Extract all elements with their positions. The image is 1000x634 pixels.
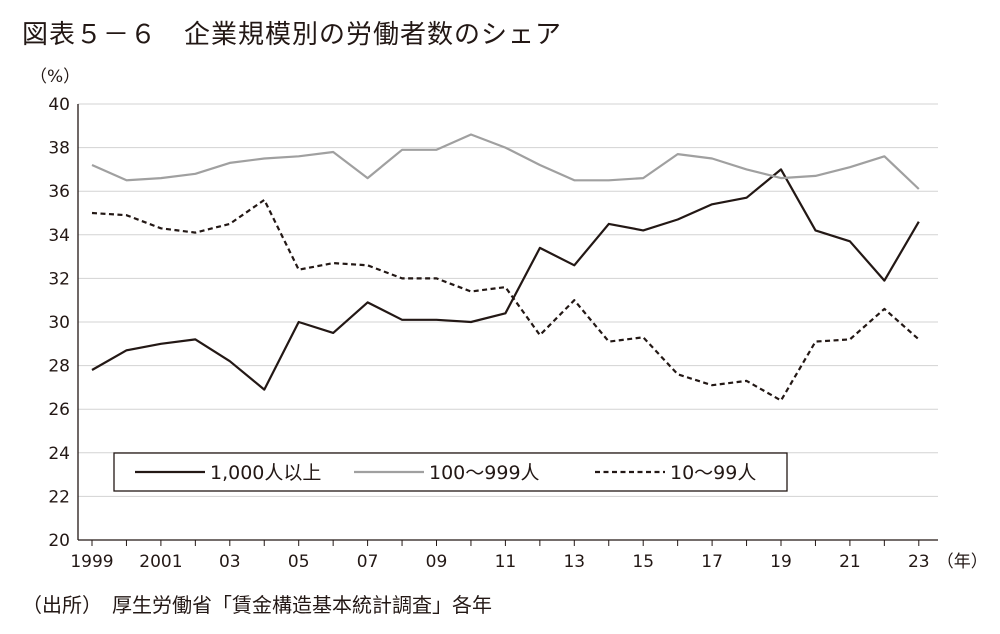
x-tick-label: 17 bbox=[701, 552, 723, 572]
x-tick-label: 21 bbox=[839, 552, 861, 572]
y-tick-label: 30 bbox=[48, 313, 70, 333]
x-tick-label: 11 bbox=[495, 552, 517, 572]
y-axis-unit: （%） bbox=[30, 67, 80, 87]
x-tick-label: 07 bbox=[357, 552, 379, 572]
y-tick-label: 38 bbox=[48, 139, 70, 159]
legend-label: 1,000人以上 bbox=[210, 462, 321, 484]
y-tick-label: 24 bbox=[48, 444, 70, 464]
y-tick-label: 28 bbox=[48, 357, 70, 377]
x-axis-unit: （年） bbox=[937, 552, 988, 572]
y-tick-label: 20 bbox=[48, 531, 70, 551]
legend-box bbox=[113, 452, 788, 492]
x-tick-label: 13 bbox=[563, 552, 585, 572]
y-tick-label: 22 bbox=[48, 487, 70, 507]
y-tick-label: 34 bbox=[48, 226, 70, 246]
legend-label: 100～999人 bbox=[429, 462, 540, 484]
y-tick-label: 26 bbox=[48, 400, 70, 420]
x-tick-label: 19 bbox=[770, 552, 792, 572]
x-tick-label: 23 bbox=[908, 552, 930, 572]
legend-label: 10～99人 bbox=[670, 462, 756, 484]
y-tick-label: 40 bbox=[48, 95, 70, 115]
source-note: （出所） 厚生労働省「賃金構造基本統計調査」各年 bbox=[22, 593, 492, 617]
x-tick-label: 05 bbox=[288, 552, 310, 572]
x-tick-label: 1999 bbox=[70, 552, 113, 572]
series-line bbox=[91, 198, 920, 402]
series-line bbox=[91, 168, 920, 391]
chart-title: 図表５－６ 企業規模別の労働者数のシェア bbox=[22, 20, 563, 50]
x-tick-label: 15 bbox=[632, 552, 654, 572]
y-tick-label: 36 bbox=[48, 182, 70, 202]
series-line bbox=[91, 133, 920, 190]
y-tick-label: 32 bbox=[48, 269, 70, 289]
x-tick-label: 2001 bbox=[139, 552, 182, 572]
x-tick-label: 09 bbox=[426, 552, 448, 572]
x-tick-label: 03 bbox=[219, 552, 241, 572]
